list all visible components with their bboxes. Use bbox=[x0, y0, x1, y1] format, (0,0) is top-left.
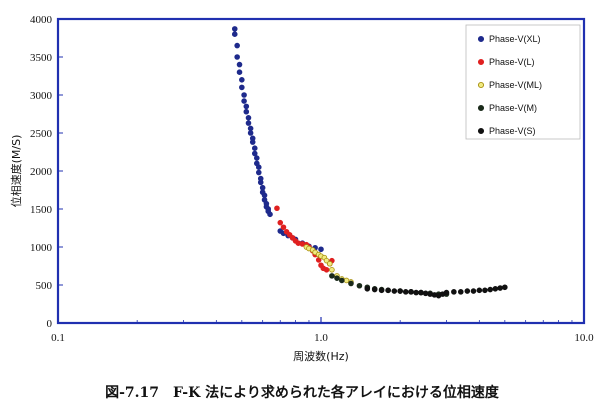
data-point bbox=[245, 115, 252, 121]
data-point bbox=[261, 192, 268, 199]
data-point bbox=[251, 150, 258, 157]
data-point bbox=[323, 266, 330, 273]
y-axis-label: 位相速度(M/S) bbox=[9, 135, 23, 208]
y-axis: 0 500 1000 1500 2000 2500 3000 3500 4000 bbox=[30, 14, 63, 330]
data-point bbox=[418, 289, 424, 296]
data-point bbox=[457, 289, 464, 295]
data-point bbox=[239, 84, 245, 91]
data-point bbox=[443, 289, 450, 296]
y-tick-label: 0 bbox=[47, 318, 53, 330]
data-point bbox=[236, 69, 243, 75]
data-point bbox=[251, 145, 258, 152]
data-point bbox=[378, 287, 385, 294]
data-point bbox=[329, 273, 335, 279]
data-point bbox=[413, 289, 419, 296]
data-point bbox=[231, 26, 238, 32]
data-point bbox=[356, 282, 363, 289]
y-tick-label: 3000 bbox=[30, 90, 53, 102]
x-tick-label: 1.0 bbox=[314, 332, 328, 344]
data-point bbox=[482, 287, 488, 294]
data-point bbox=[402, 289, 409, 295]
data-point bbox=[255, 164, 262, 171]
y-tick-label: 1000 bbox=[30, 242, 53, 254]
data-point bbox=[371, 286, 378, 293]
data-point bbox=[259, 184, 266, 191]
x-axis-label: 周波数(Hz) bbox=[293, 350, 349, 363]
legend-marker bbox=[477, 81, 485, 89]
data-point bbox=[408, 289, 414, 295]
data-point bbox=[241, 92, 247, 98]
y-tick-label: 2500 bbox=[30, 128, 53, 140]
y-tick-label: 500 bbox=[36, 280, 53, 292]
legend-marker bbox=[477, 127, 485, 135]
y-tick-label: 1500 bbox=[30, 204, 53, 216]
data-point bbox=[497, 285, 503, 291]
data-point bbox=[385, 287, 391, 294]
data-point bbox=[476, 287, 483, 294]
data-point bbox=[334, 275, 340, 281]
data-point bbox=[451, 289, 457, 295]
legend-box bbox=[465, 24, 581, 140]
data-point bbox=[470, 288, 477, 294]
data-point bbox=[234, 42, 240, 49]
data-point bbox=[247, 125, 254, 132]
data-point bbox=[329, 266, 335, 273]
data-point bbox=[274, 205, 280, 212]
legend-marker bbox=[477, 35, 485, 43]
x-tick-label: 10.0 bbox=[574, 332, 594, 344]
data-point bbox=[236, 61, 243, 68]
data-point bbox=[267, 211, 273, 218]
figure-caption: 図-7.17 F-K 法により求められた各アレイにおける位相速度 bbox=[105, 385, 499, 401]
data-point bbox=[326, 260, 333, 267]
phase-velocity-chart: 0 500 1000 1500 2000 2500 3000 3500 4000 0.1 1.0 1… bbox=[9, 14, 594, 363]
legend-label: Phase-V(L) bbox=[489, 57, 535, 67]
legend-label: Phase-V(XL) bbox=[489, 34, 541, 44]
data-point bbox=[343, 277, 350, 284]
data-point bbox=[318, 246, 324, 253]
data-point bbox=[245, 120, 252, 126]
legend: Phase-V(XL) Phase-V(L) Phase-V(ML) Phase-V(… bbox=[465, 24, 581, 140]
x-tick-label: 0.1 bbox=[51, 332, 65, 344]
data-point bbox=[253, 155, 260, 161]
data-points bbox=[231, 26, 508, 299]
data-point bbox=[241, 98, 247, 104]
legend-label: Phase-V(S) bbox=[489, 126, 536, 136]
data-point bbox=[243, 108, 250, 115]
data-point bbox=[492, 285, 499, 292]
data-point bbox=[397, 288, 403, 294]
data-point bbox=[231, 31, 238, 38]
data-point bbox=[502, 284, 508, 291]
legend-label: Phase-V(M) bbox=[489, 103, 537, 113]
y-tick-label: 4000 bbox=[30, 14, 53, 26]
data-point bbox=[280, 224, 287, 231]
x-axis: 0.1 1.0 10.0 bbox=[51, 317, 594, 344]
legend-marker bbox=[477, 104, 485, 112]
y-tick-label: 3500 bbox=[30, 52, 53, 64]
data-point bbox=[391, 288, 398, 294]
data-point bbox=[234, 54, 240, 60]
legend-marker bbox=[477, 58, 485, 66]
legend-label: Phase-V(ML) bbox=[489, 80, 542, 90]
data-point bbox=[255, 169, 262, 176]
data-point bbox=[364, 285, 371, 292]
data-point bbox=[339, 277, 345, 284]
data-point bbox=[348, 280, 354, 287]
data-point bbox=[239, 77, 245, 83]
data-point bbox=[257, 179, 264, 186]
y-tick-label: 2000 bbox=[30, 166, 53, 178]
data-point bbox=[247, 130, 254, 136]
data-point bbox=[464, 288, 471, 294]
data-point bbox=[243, 103, 250, 110]
data-point bbox=[487, 286, 494, 293]
data-point bbox=[249, 139, 256, 145]
data-point bbox=[422, 290, 429, 297]
data-point bbox=[277, 219, 284, 226]
